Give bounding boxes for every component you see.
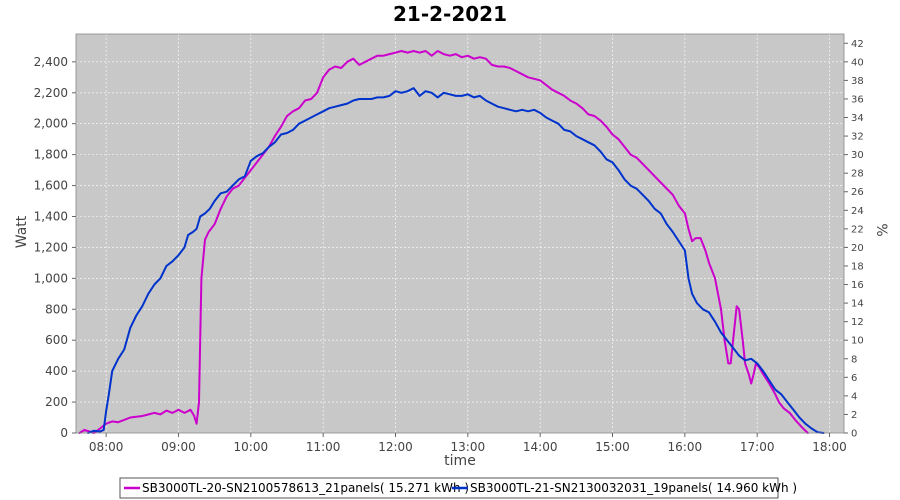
x-tick-label: 14:00 [523, 440, 558, 454]
y-tick-label: 2,000 [34, 117, 68, 131]
y2-tick-label: 18 [851, 261, 864, 272]
x-tick-label: 18:00 [812, 440, 847, 454]
y-tick-label: 1,200 [34, 240, 68, 254]
y-tick-label: 2,400 [34, 55, 68, 69]
series-layer [78, 50, 825, 434]
y2-tick-label: 14 [851, 299, 864, 310]
x-tick-label: 17:00 [740, 440, 775, 454]
y-tick-label: 1,800 [34, 148, 68, 162]
plot-area [76, 34, 844, 433]
y-axis-label: Watt [14, 215, 30, 248]
y2-tick-label: 36 [851, 94, 864, 105]
y-tick-label: 2,200 [34, 86, 68, 100]
x-tick-label: 12:00 [378, 440, 413, 454]
chart-title: 21-2-2021 [393, 2, 507, 26]
y2-tick-label: 20 [851, 243, 864, 254]
y-tick-label: 0 [60, 426, 68, 440]
legend: SB3000TL-20-SN2100578613_21panels( 15.27… [119, 477, 797, 499]
x-tick-label: 08:00 [89, 440, 124, 454]
y2-tick-label: 10 [851, 336, 864, 347]
y2-tick-label: 24 [851, 206, 864, 217]
x-tick-label: 10:00 [234, 440, 269, 454]
y2-tick-label: 0 [851, 429, 857, 440]
series-line-0 [78, 50, 809, 434]
y2-tick-label: 22 [851, 224, 864, 235]
x-tick-label: 13:00 [451, 440, 486, 454]
y2-tick-label: 6 [851, 373, 857, 384]
x-tick-label: 09:00 [161, 440, 196, 454]
y2-tick-label: 42 [851, 39, 864, 50]
y2-tick-label: 30 [851, 150, 864, 161]
y-tick-label: 1,600 [34, 179, 68, 193]
y2-tick-label: 4 [851, 391, 857, 402]
y-tick-label: 1,400 [34, 209, 68, 223]
series-line-1 [87, 87, 825, 434]
y2-tick-label: 38 [851, 76, 864, 87]
y2-tick-label: 26 [851, 187, 864, 198]
plot-border [75, 33, 845, 434]
y2-tick-label: 12 [851, 317, 864, 328]
y2-tick-label: 40 [851, 57, 864, 68]
x-tick-label: 15:00 [595, 440, 630, 454]
x-axis-label: time [444, 453, 476, 469]
y2-tick-label: 28 [851, 169, 864, 180]
y-tick-label: 200 [45, 395, 68, 409]
x-tick-label: 11:00 [306, 440, 341, 454]
x-tick-label: 16:00 [668, 440, 703, 454]
y2-tick-label: 32 [851, 132, 864, 143]
y-tick-label: 800 [45, 302, 68, 316]
y2-tick-label: 34 [851, 113, 864, 124]
y2-tick-label: 16 [851, 280, 864, 291]
y-tick-label: 400 [45, 364, 68, 378]
y-tick-label: 600 [45, 333, 68, 347]
y-axis-left: 0 200 400 600 800 1,000 1,200 1,400 1,600 1,800 2,… [34, 55, 76, 440]
y2-axis-label: % [873, 223, 889, 236]
grid-lines [76, 34, 844, 434]
legend-label-sb3000tl-20: SB3000TL-20-SN2100578613_21panels( 15.27… [142, 481, 469, 495]
x-axis: 08:00 09:00 10:00 11:00 12:00 13:00 14:00 15:00… [89, 433, 847, 454]
legend-label-sb3000tl-21: SB3000TL-21-SN2130032031_19panels( 14.96… [470, 481, 797, 495]
y2-tick-label: 8 [851, 354, 857, 365]
legend-box [119, 477, 779, 499]
y2-tick-label: 2 [851, 410, 857, 421]
y-tick-label: 1,000 [34, 271, 68, 285]
